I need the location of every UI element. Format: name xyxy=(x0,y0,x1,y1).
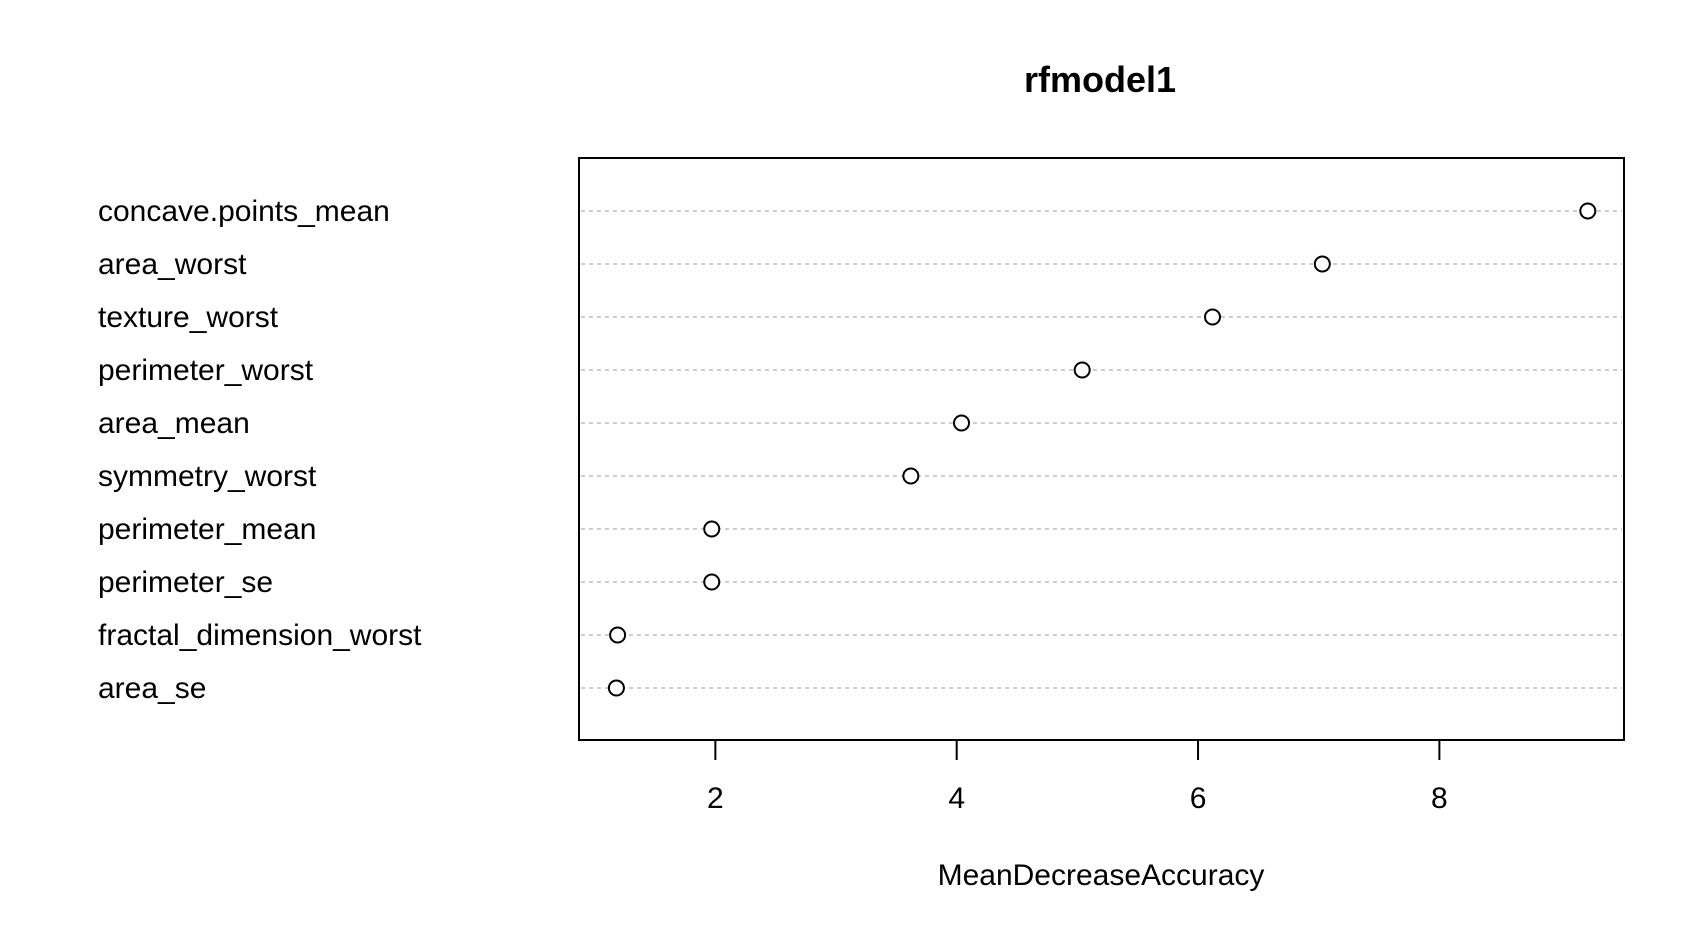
chart-title: rfmodel1 xyxy=(1024,59,1176,100)
data-point xyxy=(1579,202,1597,220)
x-axis-title: MeanDecreaseAccuracy xyxy=(938,859,1265,892)
data-point xyxy=(953,414,971,432)
data-point xyxy=(703,573,721,591)
x-tick-label: 4 xyxy=(948,782,965,815)
x-tick-label: 6 xyxy=(1190,782,1207,815)
plot-frame xyxy=(578,157,1625,741)
category-label: area_worst xyxy=(98,248,247,281)
category-label: symmetry_worst xyxy=(98,460,317,493)
x-tick-label: 2 xyxy=(707,782,724,815)
category-label: perimeter_worst xyxy=(98,354,314,387)
category-label: area_mean xyxy=(98,407,250,440)
data-point xyxy=(703,520,721,538)
category-label: texture_worst xyxy=(98,301,279,334)
data-point xyxy=(1313,255,1331,273)
data-point xyxy=(1204,308,1222,326)
data-point xyxy=(609,626,627,644)
category-labels: concave.points_mean area_worst texture_wor… xyxy=(98,195,422,705)
category-label: concave.points_mean xyxy=(98,195,390,228)
category-label: area_se xyxy=(98,672,206,705)
data-point xyxy=(607,679,625,697)
category-label: fractal_dimension_worst xyxy=(98,619,422,652)
gridlines xyxy=(581,210,1622,689)
category-label: perimeter_mean xyxy=(98,513,316,546)
data-point xyxy=(1073,361,1091,379)
x-tick-label: 8 xyxy=(1431,782,1448,815)
data-points xyxy=(607,202,1597,697)
category-label: perimeter_se xyxy=(98,566,273,599)
x-axis: 2 4 6 8 xyxy=(707,740,1448,815)
data-point xyxy=(902,467,920,485)
